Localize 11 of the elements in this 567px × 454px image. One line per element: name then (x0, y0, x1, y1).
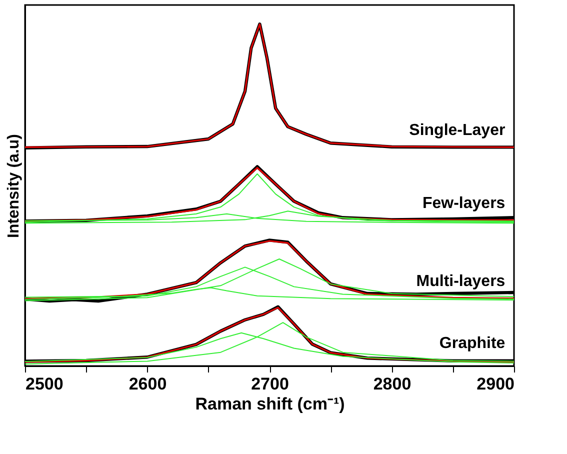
x-tick-label: 2800 (373, 374, 412, 394)
x-axis-title: Raman shift (cm⁻¹) (195, 394, 345, 414)
x-tick-label: 2500 (26, 374, 64, 394)
y-axis-title: Intensity (a.u) (6, 134, 22, 238)
x-tick-label: 2900 (476, 374, 514, 394)
annotation: Graphite (439, 335, 506, 352)
annotation: Multi-layers (416, 272, 506, 290)
x-tick-label: 2600 (128, 374, 167, 394)
annotation: Few-layers (422, 195, 506, 212)
annotation: Single-Layer (409, 122, 506, 139)
x-tick-label: 2700 (251, 374, 289, 394)
